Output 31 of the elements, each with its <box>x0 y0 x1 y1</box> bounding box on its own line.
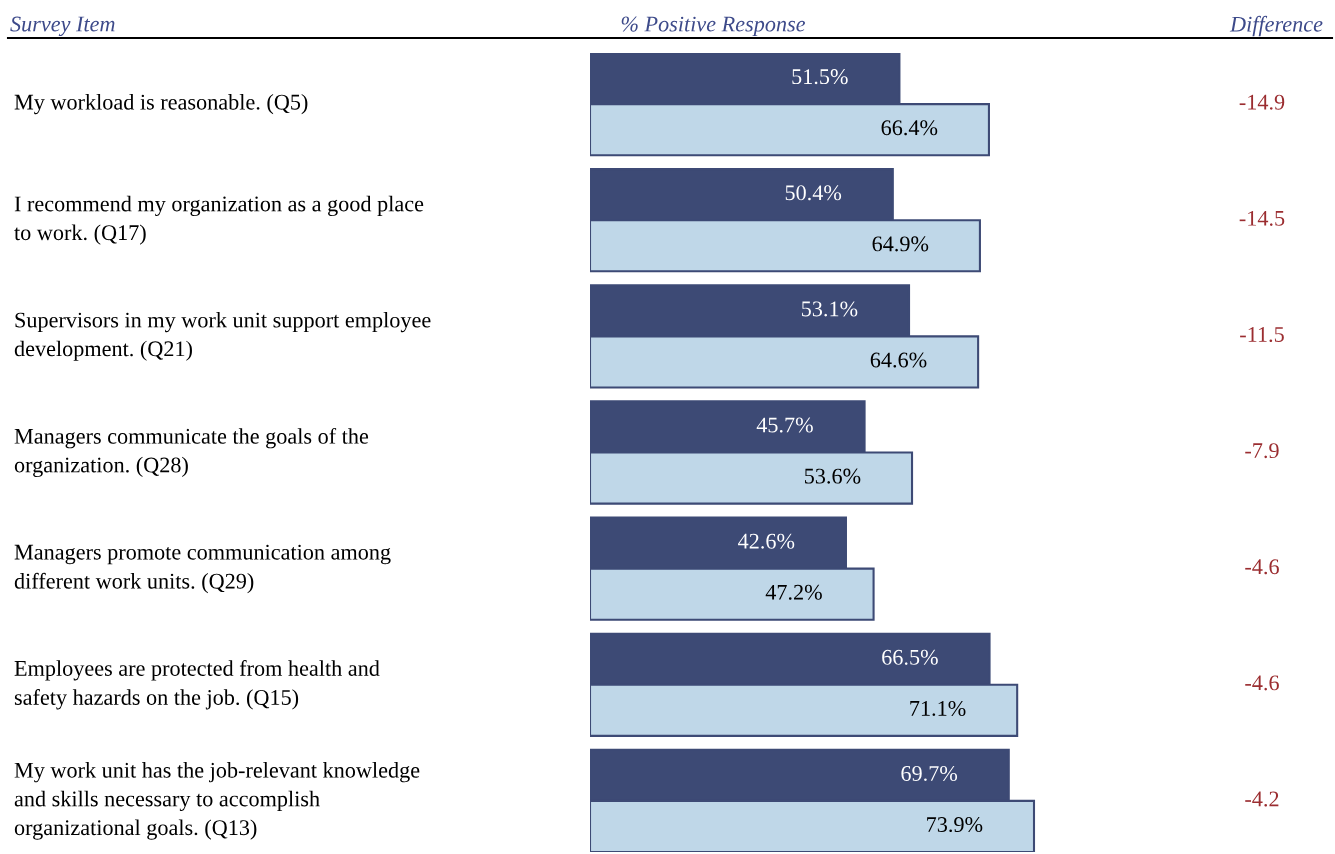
data-label: 64.6% <box>870 352 927 368</box>
data-label: 51.5% <box>792 69 848 85</box>
text: Difference <box>1229 15 1323 37</box>
data-label: 53.6% <box>804 468 861 484</box>
data-label: 45.7% <box>756 417 813 433</box>
y-tick-label: My work unit has the job-relevant knowledge and skills necessary to accomplish organizational goals. (Q13) <box>14 762 420 840</box>
text: -14.9 <box>1239 94 1285 110</box>
data-label: 64.9% <box>872 236 929 252</box>
y-axis-title: Survey Item <box>10 16 115 37</box>
text: -7.9 <box>1245 443 1279 459</box>
text: -11.5 <box>1240 327 1284 343</box>
text: -14.5 <box>1239 210 1285 226</box>
text: -4.6 <box>1245 559 1279 575</box>
y-tick-label: I recommend my organization as a good place to work. (Q17) <box>14 195 424 245</box>
text: -4.2 <box>1245 791 1279 807</box>
data-label: 53.1% <box>801 301 858 317</box>
data-label: 71.1% <box>910 700 966 716</box>
y-tick-label: My workload is reasonable. (Q5) <box>14 93 308 115</box>
data-label: 47.2% <box>765 584 822 600</box>
data-label: 69.7% <box>901 765 958 782</box>
y-tick-label: Employees are protected from health and safety hazards on the job. (Q15) <box>14 660 380 710</box>
y-tick-label: Supervisors in my work unit support employee development. (Q21) <box>14 311 431 361</box>
y-tick-label: Managers communicate the goals of the organization. (Q28) <box>14 427 369 478</box>
x-axis-title: % Positive Response <box>621 16 806 37</box>
data-label: 66.4% <box>881 120 938 136</box>
data-label: 66.5% <box>882 649 938 665</box>
text: -4.6 <box>1245 675 1279 691</box>
y-tick-label: Managers promote communication among different work units. (Q29) <box>14 544 391 594</box>
data-label: 50.4% <box>785 185 842 201</box>
data-label: 73.9% <box>927 817 983 833</box>
data-label: 42.6% <box>738 533 795 549</box>
